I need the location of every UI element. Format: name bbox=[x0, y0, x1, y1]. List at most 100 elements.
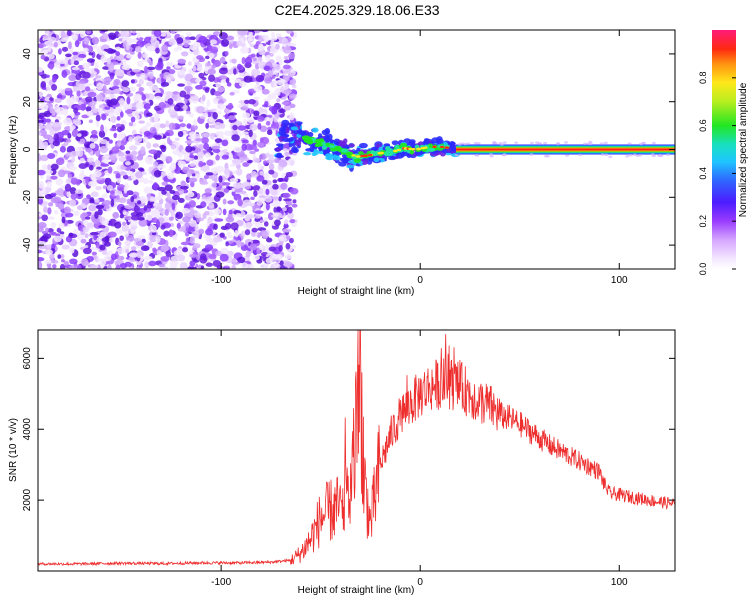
noise-blob bbox=[229, 178, 239, 183]
noise-blob bbox=[213, 77, 221, 84]
noise-blob bbox=[283, 59, 292, 64]
noise-blob bbox=[247, 37, 254, 42]
noise-blob bbox=[73, 60, 80, 66]
noise-blob bbox=[288, 52, 296, 60]
noise-blob bbox=[107, 32, 117, 40]
noise-blob bbox=[251, 227, 258, 233]
noise-blob bbox=[212, 111, 218, 120]
noise-blob bbox=[205, 228, 214, 236]
noise-blob bbox=[75, 146, 83, 152]
noise-blob bbox=[69, 125, 76, 130]
echo-peak-blob bbox=[356, 155, 361, 158]
noise-blob bbox=[263, 160, 267, 165]
echo-band-core bbox=[456, 148, 675, 151]
noise-blob bbox=[161, 44, 169, 53]
noise-blob bbox=[178, 197, 185, 203]
noise-blob bbox=[144, 261, 150, 269]
noise-blob bbox=[64, 87, 72, 91]
noise-blob bbox=[119, 98, 125, 105]
noise-blob bbox=[146, 214, 153, 221]
noise-blob bbox=[288, 237, 294, 244]
noise-blob bbox=[236, 168, 243, 176]
noise-blob bbox=[57, 59, 67, 64]
noise-blob bbox=[182, 216, 191, 223]
noise-blob bbox=[60, 37, 68, 43]
noise-blob bbox=[201, 94, 206, 102]
noise-blob bbox=[198, 35, 207, 44]
band-speckle bbox=[502, 153, 507, 156]
noise-blob bbox=[122, 87, 130, 93]
noise-blob bbox=[114, 229, 124, 235]
noise-blob bbox=[277, 121, 283, 129]
noise-blob bbox=[97, 208, 103, 216]
noise-blob bbox=[172, 91, 179, 95]
noise-blob bbox=[85, 82, 93, 87]
noise-blob bbox=[208, 52, 215, 59]
noise-blob bbox=[215, 191, 225, 198]
noise-blob bbox=[74, 39, 80, 48]
noise-blob bbox=[125, 161, 131, 166]
noise-blob bbox=[165, 120, 170, 128]
noise-blob bbox=[89, 143, 96, 149]
noise-blob bbox=[47, 228, 54, 233]
echo-blob bbox=[274, 154, 283, 158]
noise-blob bbox=[66, 30, 72, 37]
echo-blob bbox=[325, 153, 334, 158]
noise-blob bbox=[278, 196, 282, 202]
noise-blob bbox=[101, 237, 110, 243]
noise-blob bbox=[160, 255, 170, 262]
noise-blob bbox=[124, 204, 133, 209]
noise-blob bbox=[51, 259, 59, 264]
noise-blob bbox=[116, 133, 125, 140]
noise-blob bbox=[263, 221, 269, 227]
noise-blob bbox=[279, 260, 284, 266]
noise-blob bbox=[112, 211, 120, 219]
noise-blob bbox=[68, 74, 77, 82]
noise-blob bbox=[222, 208, 227, 216]
echo-blob bbox=[297, 128, 303, 135]
noise-blob bbox=[40, 154, 49, 162]
noise-blob bbox=[61, 244, 70, 250]
noise-blob bbox=[72, 228, 79, 235]
noise-blob bbox=[143, 205, 148, 212]
noise-blob bbox=[85, 216, 91, 220]
noise-blob bbox=[68, 41, 72, 50]
y-tick-label: 6000 bbox=[22, 347, 33, 370]
noise-blob bbox=[271, 108, 278, 115]
noise-blob bbox=[194, 212, 202, 219]
noise-blob bbox=[86, 110, 94, 117]
noise-blob bbox=[196, 55, 204, 60]
noise-blob bbox=[48, 137, 54, 144]
x-tick-label: -100 bbox=[211, 275, 231, 286]
noise-blob bbox=[160, 32, 167, 37]
noise-blob bbox=[82, 226, 90, 233]
noise-blob bbox=[160, 171, 167, 177]
noise-blob bbox=[257, 115, 265, 122]
noise-blob bbox=[278, 108, 286, 114]
noise-blob bbox=[189, 219, 197, 228]
y-tick-label: -40 bbox=[22, 237, 33, 252]
noise-blob bbox=[285, 242, 291, 250]
noise-blob bbox=[99, 244, 106, 251]
noise-blob bbox=[186, 87, 191, 96]
band-speckle bbox=[454, 153, 459, 157]
x-tick-label: 0 bbox=[417, 275, 423, 286]
noise-blob bbox=[189, 163, 196, 167]
noise-blob bbox=[87, 180, 98, 187]
noise-blob bbox=[58, 222, 65, 229]
noise-blob bbox=[146, 58, 152, 63]
noise-blob bbox=[222, 198, 227, 205]
noise-blob bbox=[101, 258, 107, 266]
noise-blob bbox=[265, 257, 273, 264]
noise-blob bbox=[231, 264, 237, 269]
band-speckle bbox=[650, 153, 655, 156]
noise-blob bbox=[218, 151, 224, 157]
noise-blob bbox=[250, 230, 259, 237]
noise-blob bbox=[222, 149, 228, 153]
noise-blob bbox=[82, 247, 92, 255]
noise-blob bbox=[169, 208, 174, 215]
x-tick-label: 0 bbox=[417, 577, 423, 588]
noise-blob bbox=[119, 235, 124, 241]
noise-blob bbox=[209, 39, 218, 45]
noise-blob bbox=[184, 232, 190, 237]
